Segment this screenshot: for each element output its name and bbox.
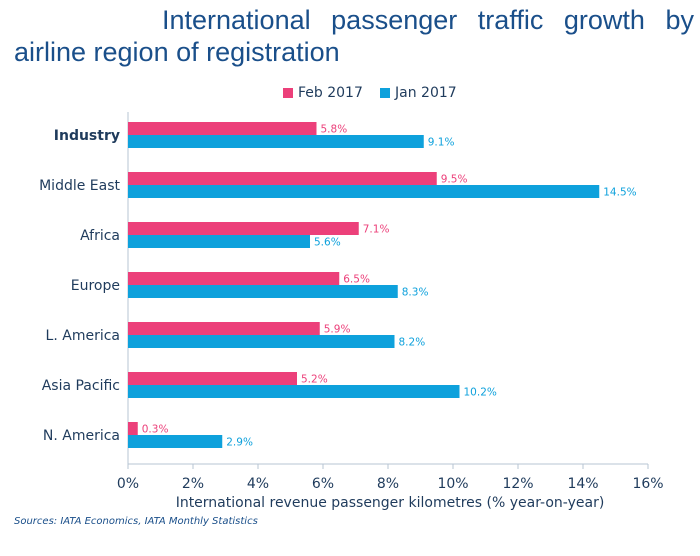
category-label: Middle East [39, 178, 120, 194]
bar-jan-2017 [128, 385, 460, 398]
bar-feb-2017 [128, 222, 359, 235]
data-label: 5.9% [324, 324, 351, 336]
x-axis-title: International revenue passenger kilometr… [176, 495, 605, 511]
bar-feb-2017 [128, 372, 297, 385]
category-label: Europe [71, 278, 120, 294]
data-label: 5.6% [314, 237, 341, 249]
bar-feb-2017 [128, 172, 437, 185]
x-tick-label: 8% [377, 476, 399, 492]
x-tick-label: 14% [567, 476, 598, 492]
x-tick-label: 0% [117, 476, 139, 492]
category-label: Industry [54, 128, 120, 144]
data-label: 0.3% [142, 424, 169, 436]
bar-jan-2017 [128, 135, 424, 148]
bar-feb-2017 [128, 272, 340, 285]
data-label: 6.5% [343, 274, 370, 286]
data-label: 2.9% [226, 437, 253, 449]
data-label: 9.1% [428, 137, 455, 149]
data-label: 5.2% [301, 374, 328, 386]
legend-label: Jan 2017 [394, 85, 457, 101]
category-label: N. America [43, 428, 120, 444]
bar-feb-2017 [128, 422, 138, 435]
page-title-text: International passenger traffic growth b… [14, 5, 694, 67]
data-label: 9.5% [441, 174, 468, 186]
bar-feb-2017 [128, 322, 320, 335]
legend-swatch-feb [283, 88, 293, 98]
data-label: 8.3% [402, 287, 429, 299]
category-label: L. America [46, 328, 120, 344]
data-label: 10.2% [464, 387, 497, 399]
category-label: Asia Pacific [42, 378, 120, 394]
x-tick-label: 10% [437, 476, 468, 492]
legend-swatch-jan [380, 88, 390, 98]
x-tick-label: 4% [247, 476, 269, 492]
page-title: International passenger traffic growth b… [14, 4, 694, 68]
data-label: 7.1% [363, 224, 390, 236]
source-note: Sources: IATA Economics, IATA Monthly St… [14, 516, 258, 527]
bar-jan-2017 [128, 235, 310, 248]
data-label: 8.2% [399, 337, 426, 349]
bar-jan-2017 [128, 185, 600, 198]
x-tick-label: 16% [632, 476, 663, 492]
bar-jan-2017 [128, 435, 223, 448]
bar-jan-2017 [128, 285, 398, 298]
legend-label: Feb 2017 [298, 85, 363, 101]
x-tick-label: 12% [502, 476, 533, 492]
bar-feb-2017 [128, 122, 317, 135]
category-label: Africa [80, 228, 120, 244]
bar-jan-2017 [128, 335, 395, 348]
x-tick-label: 2% [182, 476, 204, 492]
data-label: 14.5% [603, 187, 636, 199]
x-tick-label: 6% [312, 476, 334, 492]
data-label: 5.8% [321, 124, 348, 136]
